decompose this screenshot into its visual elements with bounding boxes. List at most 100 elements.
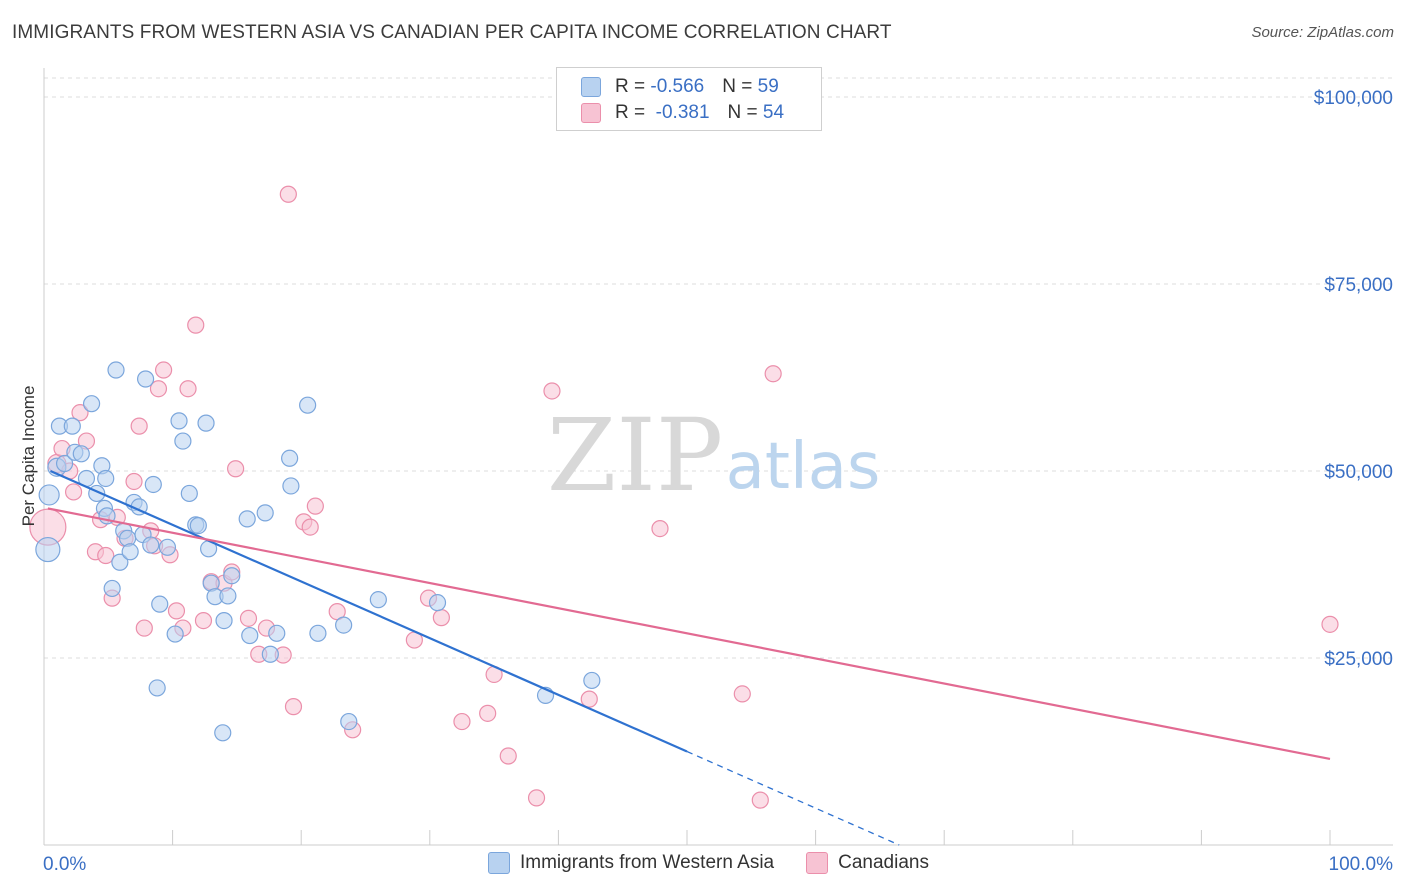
western-asia-point [72,445,90,463]
canadians-point [125,472,143,491]
western-asia-point [144,475,162,494]
western-asia-point [281,449,299,467]
western-asia-trendline [49,469,688,753]
western-asia-point [428,594,447,612]
x-tick-labels: 0.0% 100.0% [43,854,1393,875]
watermark: ZIP atlas [547,397,880,514]
western-asia-point [55,454,74,473]
canadians-point [130,417,148,435]
western-asia-point [241,626,259,645]
western-asia-point [174,432,192,450]
canadians-point [279,185,297,203]
western-asia-point [151,595,169,613]
western-asia-point [261,645,279,663]
legend-item-western-asia[interactable]: Immigrants from Western Asia [488,852,774,874]
pink-swatch [806,852,829,874]
western-asia-trendline-extension [686,750,900,846]
canadians-point [187,316,205,334]
watermark-atlas: atlas [726,430,881,504]
y-tick-label: $75,000 [1324,275,1393,296]
x-tick-label: 100.0% [1329,854,1394,875]
canadians-point [651,519,669,538]
series-legend: Immigrants from Western Asia Canadians [488,852,961,874]
r-label: R = [615,102,651,123]
western-asia-point [63,417,81,435]
trend-lines [47,469,1331,846]
legend-label: Canadians [838,852,929,873]
canadians-point [499,747,517,765]
western-asia-point [107,361,125,379]
western-asia-point [214,724,232,742]
x-tick-label: 0.0% [43,854,86,875]
western-asia-point [189,517,207,535]
western-asia-point [180,484,198,503]
western-asia-point [148,679,166,697]
western-asia-point [111,553,129,571]
r-label: R = [615,76,651,97]
legend-item-canadians[interactable]: Canadians [806,852,929,874]
y-tick-label: $50,000 [1324,462,1393,483]
canadians-point [527,789,546,807]
western-asia-point [309,624,327,642]
canadians-point [227,460,245,478]
western-asia-point [340,712,358,731]
western-asia-point [219,587,237,605]
western-asia-point [166,625,184,643]
legend-label: Immigrants from Western Asia [520,852,775,873]
canadians-point [167,602,186,620]
western-asia-point [158,538,177,556]
n-value: 54 [762,102,785,123]
correlation-legend: R = -0.566 N = 59 R = -0.381 N = 54 [556,67,822,131]
canadians-point [71,404,89,422]
western-asia-point [583,671,601,690]
western-asia-point [256,504,274,522]
canadians-point [194,611,213,630]
canadians-point [432,609,450,627]
western-asia-point [238,510,256,528]
canadians-point [154,361,173,379]
blue-swatch [488,852,510,874]
source-label: Source: ZipAtlas.com [1251,24,1394,41]
n-label: N = [722,76,758,97]
grid-lines [44,77,1393,659]
canadians-point [64,483,83,501]
western-asia-point [369,591,387,609]
western-asia-point [82,395,101,413]
y-axis-label: Per Capita Income [19,386,38,527]
canadians-point [1321,615,1339,633]
y-tick-labels: $25,000 $50,000 $75,000 $100,000 [1314,88,1393,670]
canadians-point [580,690,598,708]
western-asia-point [38,484,60,506]
canadians-point [479,704,497,722]
watermark-zip: ZIP [547,397,723,514]
canadians-trendline [47,507,1331,761]
blue-swatch [581,77,601,97]
western-asia-point [197,414,215,432]
canadians-point [97,546,115,565]
r-value: -0.381 [650,102,710,123]
canadians-point [306,497,324,515]
n-label: N = [727,102,763,123]
canadians-point [733,685,751,703]
western-asia-point [170,412,188,430]
canadians-point [751,791,769,809]
western-asia-point [103,579,121,598]
canadians-point [239,609,258,627]
western-asia-point [97,469,115,488]
western-asia-point [268,624,286,642]
r-value: -0.566 [650,76,705,97]
western-asia-points [35,361,601,742]
y-tick-label: $25,000 [1324,649,1393,670]
legend-row-western-asia: R = -0.566 N = 59 [581,75,779,99]
chart-title: IMMIGRANTS FROM WESTERN ASIA VS CANADIAN… [12,22,892,43]
canadians-point [301,518,319,536]
western-asia-point [35,536,61,563]
legend-row-canadians: R = -0.381 N = 54 [581,101,784,125]
western-asia-point [335,616,353,634]
western-asia-point [121,543,139,561]
canadians-point [149,380,168,398]
western-asia-point [223,567,241,585]
canadians-point [764,365,782,383]
n-value: 59 [757,76,779,97]
